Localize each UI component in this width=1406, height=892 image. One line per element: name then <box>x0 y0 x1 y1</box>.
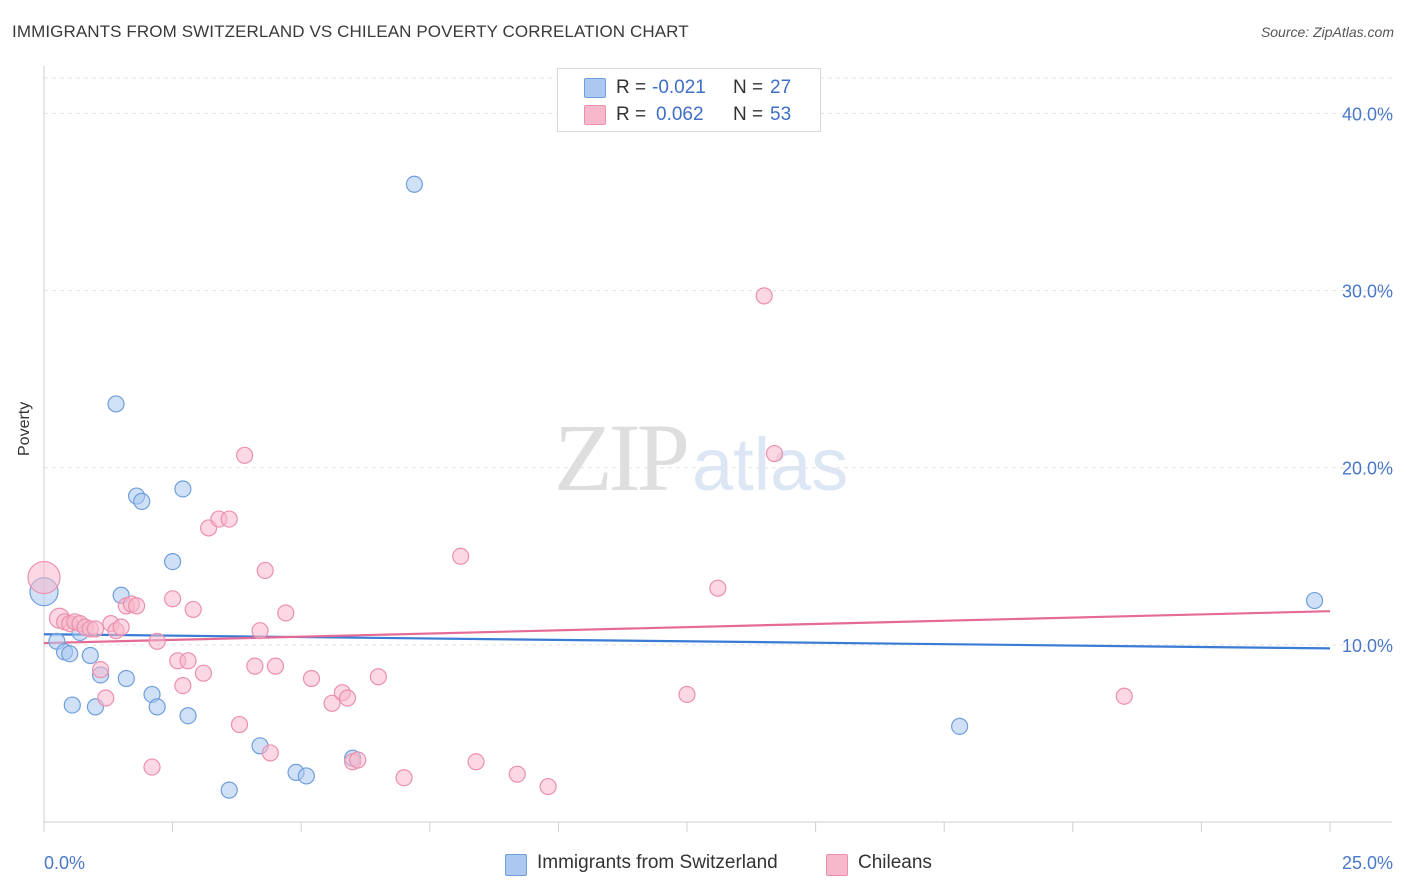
grid-lines <box>44 77 1392 646</box>
point-chileans <box>230 715 249 734</box>
point-chileans <box>765 444 784 463</box>
point-chileans <box>97 689 115 707</box>
point-switzerland <box>61 645 79 663</box>
point-chileans <box>194 664 213 682</box>
point-switzerland <box>107 395 125 413</box>
point-chileans <box>164 590 182 608</box>
x-tick-label: 0.0% <box>44 853 85 873</box>
trend-line <box>43 633 1331 650</box>
trend-line <box>43 610 1331 645</box>
point-switzerland <box>133 492 151 510</box>
point-chileans <box>112 618 130 636</box>
point-chileans <box>508 765 526 783</box>
point-chileans <box>467 753 485 771</box>
r-value: -0.021 <box>652 77 706 98</box>
watermark-atlas: atlas <box>692 423 849 506</box>
watermark: ZIPatlas <box>554 402 848 513</box>
axes <box>43 66 1392 832</box>
point-chileans <box>127 597 146 615</box>
point-chileans <box>174 676 192 695</box>
point-switzerland <box>174 480 192 498</box>
r-label: R = <box>616 77 647 98</box>
n-value: 27 <box>770 77 792 98</box>
point-chileans <box>236 446 254 464</box>
point-chileans <box>220 510 238 528</box>
tick-labels: 10.0% 20.0% 30.0% 40.0% 0.0% 25.0% <box>44 104 1393 873</box>
stat-swatch-switzerland <box>584 78 606 98</box>
point-chileans <box>256 561 274 580</box>
source-note: Source: ZipAtlas.com <box>1260 24 1394 40</box>
point-chileans <box>1115 687 1133 705</box>
point-switzerland <box>117 669 135 688</box>
point-chileans <box>143 758 161 776</box>
legend-swatch-chileans <box>826 854 848 876</box>
point-chileans <box>277 604 295 622</box>
point-switzerland <box>297 767 315 785</box>
point-chileans <box>86 620 105 638</box>
stat-swatch-chileans <box>584 105 606 125</box>
r-value: 0.062 <box>656 104 704 125</box>
point-chileans <box>266 657 285 675</box>
n-value: 53 <box>770 104 792 125</box>
point-chileans <box>395 769 413 787</box>
n-label: N = <box>733 77 764 98</box>
point-chileans <box>246 657 264 675</box>
point-chileans <box>27 560 61 595</box>
watermark-zip: ZIP <box>554 404 690 511</box>
point-switzerland <box>951 717 969 735</box>
point-switzerland <box>63 696 81 714</box>
legend-swatch-switzerland <box>505 854 527 876</box>
point-switzerland <box>1305 591 1324 610</box>
point-chileans <box>678 685 696 704</box>
point-chileans <box>452 547 470 565</box>
point-switzerland <box>81 646 99 665</box>
point-chileans <box>539 777 557 796</box>
y-tick-label: 40.0% <box>1342 104 1393 124</box>
legend-label: Chileans <box>858 852 932 873</box>
x-tick-label: 25.0% <box>1342 853 1393 873</box>
point-chileans <box>179 652 197 670</box>
stats-box: R = -0.021 N = 27 R = 0.062 N = 53 <box>557 68 821 132</box>
trend-lines <box>43 610 1331 650</box>
point-chileans <box>338 689 357 707</box>
y-tick-label: 30.0% <box>1342 282 1393 302</box>
point-chileans <box>261 744 279 762</box>
point-chileans <box>369 668 387 686</box>
point-switzerland <box>220 781 238 799</box>
legend-label: Immigrants from Switzerland <box>537 852 778 873</box>
point-switzerland <box>148 698 166 716</box>
r-label: R = <box>616 104 647 125</box>
y-tick-label: 10.0% <box>1342 636 1393 656</box>
point-chileans <box>709 579 727 597</box>
point-chileans <box>755 287 773 305</box>
point-chileans <box>91 661 110 679</box>
point-chileans <box>349 751 367 769</box>
point-chileans <box>184 600 202 619</box>
point-chileans <box>148 632 166 650</box>
point-chileans <box>251 622 269 640</box>
point-chileans <box>302 669 321 688</box>
point-switzerland <box>405 175 423 193</box>
data-points <box>27 175 1324 799</box>
point-switzerland <box>164 552 182 571</box>
point-switzerland <box>179 707 197 725</box>
point-chileans <box>323 694 341 712</box>
n-label: N = <box>733 104 764 125</box>
chart-title: IMMIGRANTS FROM SWITZERLAND VS CHILEAN P… <box>12 22 689 41</box>
y-tick-label: 20.0% <box>1342 459 1393 479</box>
